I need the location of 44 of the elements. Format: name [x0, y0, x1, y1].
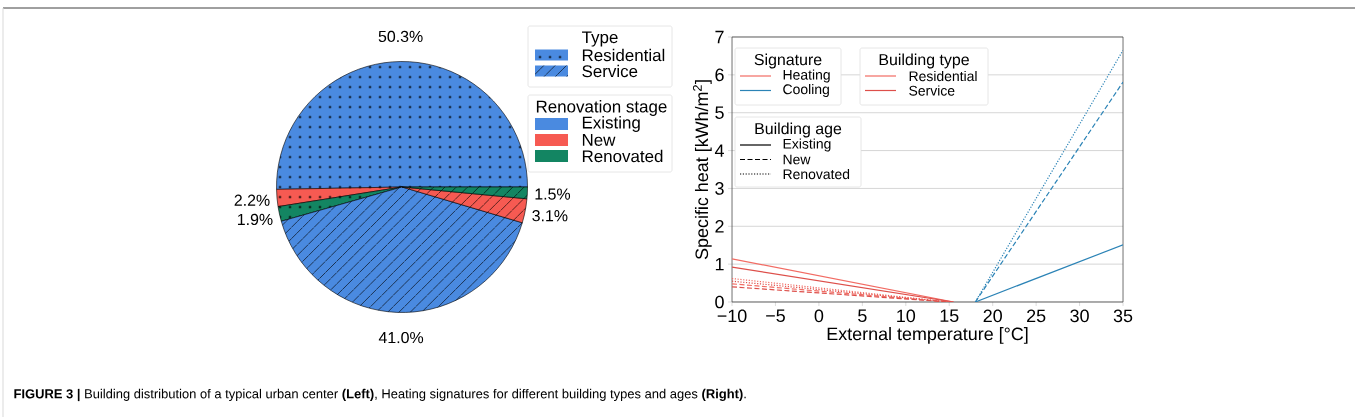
x-tick-label: 25: [1027, 309, 1046, 323]
text: FIGURE 3 | Building distribution of a typical urban center (Left), Heating signatures for different building types and ages (Right).: [14, 388, 746, 402]
text: Residential: [582, 48, 665, 62]
x-tick-label: 20: [983, 309, 1002, 323]
data-label: 41.0%: [378, 331, 424, 344]
legend-label: Existing: [783, 138, 831, 152]
y-tick-label: 7: [715, 30, 724, 44]
data-label: 50.3%: [378, 30, 423, 43]
data-label: 1.5%: [535, 188, 571, 200]
y-tick-label: 2: [715, 220, 724, 233]
legend-label: Service: [909, 85, 955, 96]
y-axis-title: Specific heat [kWh/m$^{2}$]: [692, 80, 712, 260]
data-label: 1.9%: [237, 213, 273, 226]
legend-label: Renovated: [783, 168, 850, 180]
x-axis-title: External temperature [°C]: [827, 327, 1028, 344]
x-tick-label: 30: [1070, 309, 1089, 323]
x-tick-label: −5: [766, 309, 785, 323]
x-tick-label: 35: [1113, 309, 1133, 323]
x-tick-label: −10: [717, 309, 747, 323]
text: Service: [582, 64, 638, 78]
annotation: Building type: [879, 53, 969, 69]
annotation: Building age: [755, 122, 842, 138]
y-tick-label: 0: [715, 295, 724, 309]
y-tick-label: 3: [715, 182, 724, 195]
x-tick-label: 0: [814, 309, 824, 323]
text: Existing: [582, 116, 640, 132]
legend-label: Heating: [783, 69, 830, 83]
data-label: 2.2%: [234, 194, 270, 206]
annotation: Signature: [754, 53, 822, 69]
data-label: 3.1%: [532, 210, 568, 222]
y-tick-label: 1: [715, 257, 724, 271]
y-tick-label: 4: [714, 144, 724, 157]
x-tick-label: 15: [940, 309, 959, 323]
text: Renovation stage: [536, 100, 667, 116]
text: Renovated: [582, 149, 663, 163]
x-tick-label: 5: [858, 309, 867, 323]
text: New: [582, 134, 616, 146]
y-tick-label: 6: [715, 68, 724, 82]
legend-label: New: [783, 154, 811, 165]
legend-label: Cooling: [783, 84, 829, 97]
legend-label: Residential: [909, 70, 977, 82]
x-tick-label: 10: [897, 309, 916, 323]
text: Type: [582, 31, 618, 47]
y-tick-label: 5: [715, 106, 724, 119]
